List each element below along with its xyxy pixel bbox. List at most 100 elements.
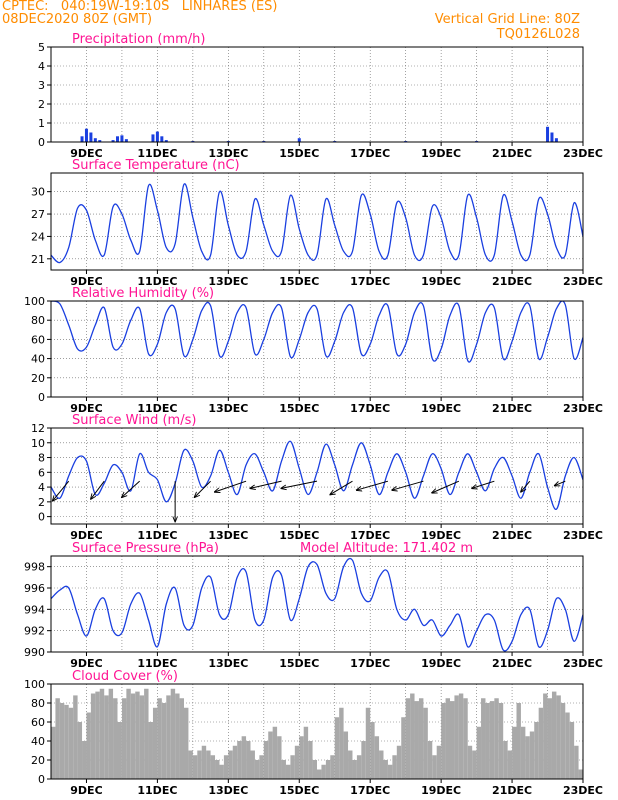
y-tick-label: 992 — [24, 625, 45, 638]
x-tick-label: 9DEC — [70, 784, 102, 797]
cloud-bar — [90, 693, 96, 779]
panel-frame — [50, 300, 584, 398]
y-tick-label: 21 — [31, 253, 45, 266]
cloud-bar — [210, 755, 216, 779]
cloud-bar — [175, 693, 180, 779]
cloud-bar — [578, 769, 583, 779]
precip-bar — [151, 134, 155, 142]
y-tick-label: 10 — [31, 437, 45, 450]
wind-arrow — [53, 480, 70, 501]
cloud-bar — [352, 760, 357, 779]
cloud-bar — [223, 755, 229, 779]
cloud-bar — [232, 745, 238, 779]
cloud-bar — [121, 698, 127, 779]
panel-cloud-cover: 0 20 40 60 80 100 9DEC 11DEC 13DEC 15DEC 17DEC 19DE… — [24, 669, 603, 797]
cloud-bar — [565, 712, 570, 779]
precip-bar — [550, 132, 554, 142]
cloud-bar — [82, 741, 87, 779]
cloud-bar — [281, 760, 286, 779]
y-tick-label: 4 — [38, 60, 45, 73]
cloud-bar — [86, 712, 91, 779]
x-tick-label: 13DEC — [208, 784, 248, 797]
y-tick-label: 0 — [38, 391, 45, 404]
cloud-bar — [547, 698, 552, 779]
x-tick-label: 23DEC — [563, 529, 603, 542]
cloud-bar — [339, 707, 344, 779]
cloud-bar — [263, 741, 269, 779]
cloud-bar — [405, 698, 411, 779]
cloud-bar — [135, 691, 140, 779]
panel-surface-wind: 0 2 4 68 10 12 9DEC 11DEC 13DEC 15DEC 17DEC 19DEC 21… — [31, 413, 603, 542]
cloud-bar — [77, 722, 83, 779]
cloud-bar — [525, 736, 530, 779]
panel-frame — [50, 683, 584, 780]
x-tick-label: 11DEC — [137, 147, 177, 160]
cloud-bar — [401, 717, 406, 779]
wind-arrow — [194, 480, 211, 497]
cloud-bar — [55, 698, 60, 779]
precip-bar — [84, 128, 88, 142]
panel-title: Cloud Cover (%) — [72, 669, 178, 684]
wind-arrow — [250, 480, 282, 488]
cloud-bar — [237, 741, 242, 779]
cloud-bar — [343, 731, 349, 779]
cloud-bar — [423, 707, 428, 779]
panel-title: Relative Humidity (%) — [72, 286, 214, 301]
cloud-bar — [246, 741, 251, 779]
cloud-bar — [215, 760, 220, 779]
cloud-bar — [303, 726, 309, 779]
x-tick-label: 13DEC — [208, 275, 248, 288]
cloud-bar — [219, 764, 224, 779]
y-tick-label: 30 — [31, 186, 45, 199]
y-tick-label: 24 — [31, 230, 45, 243]
x-tick-label: 21DEC — [492, 147, 532, 160]
y-tick-label: 12 — [31, 422, 45, 435]
x-tick-label: 13DEC — [208, 529, 248, 542]
precip-bar — [155, 131, 159, 142]
cloud-bar — [516, 703, 521, 779]
cloud-bar — [348, 750, 353, 779]
cloud-bar — [414, 701, 419, 779]
x-tick-label: 15DEC — [279, 784, 319, 797]
x-tick-label: 21DEC — [492, 529, 532, 542]
precip-bar — [111, 140, 115, 142]
cloud-bar — [458, 693, 464, 779]
cloud-bar — [463, 698, 468, 779]
cloud-bar — [361, 741, 366, 779]
cloud-bar — [99, 688, 105, 779]
wind-arrow — [91, 480, 105, 499]
x-tick-label: 23DEC — [563, 657, 603, 670]
x-tick-label: 21DEC — [492, 275, 532, 288]
x-tick-label: 9DEC — [70, 529, 102, 542]
wind-arrow — [215, 480, 247, 492]
cloud-bar — [454, 695, 459, 779]
y-tick-label: 0 — [38, 773, 45, 786]
panel-relative-humidity: 0 20 40 60 80 100 9DEC 11DEC 13DEC 15DEC 17DEC 19DE… — [24, 286, 603, 415]
x-tick-label: 13DEC — [208, 657, 248, 670]
model-altitude: Model Altitude: 171.402 m — [300, 541, 473, 556]
cloud-bar — [365, 707, 371, 779]
cloud-bar — [277, 736, 282, 779]
wind-arrow — [356, 480, 389, 490]
cloud-bar — [494, 698, 499, 779]
cloud-bar — [489, 701, 495, 779]
x-tick-label: 15DEC — [279, 529, 319, 542]
cloud-bar — [64, 704, 69, 779]
x-tick-label: 13DEC — [208, 147, 248, 160]
x-tick-label: 21DEC — [492, 402, 532, 415]
panel-frame — [50, 555, 584, 653]
y-tick-label: 4 — [38, 481, 45, 494]
cloud-bar — [51, 726, 56, 779]
panel-frame — [50, 427, 584, 525]
cloud-bar — [308, 741, 313, 779]
series-line — [51, 440, 583, 510]
precip-bar — [554, 138, 558, 142]
cloud-bar — [250, 750, 255, 779]
cloud-bar — [108, 688, 114, 779]
cloud-bar — [512, 726, 517, 779]
x-tick-label: 23DEC — [563, 147, 603, 160]
x-tick-label: 19DEC — [421, 657, 461, 670]
x-tick-label: 23DEC — [563, 402, 603, 415]
cloud-bar — [201, 745, 207, 779]
